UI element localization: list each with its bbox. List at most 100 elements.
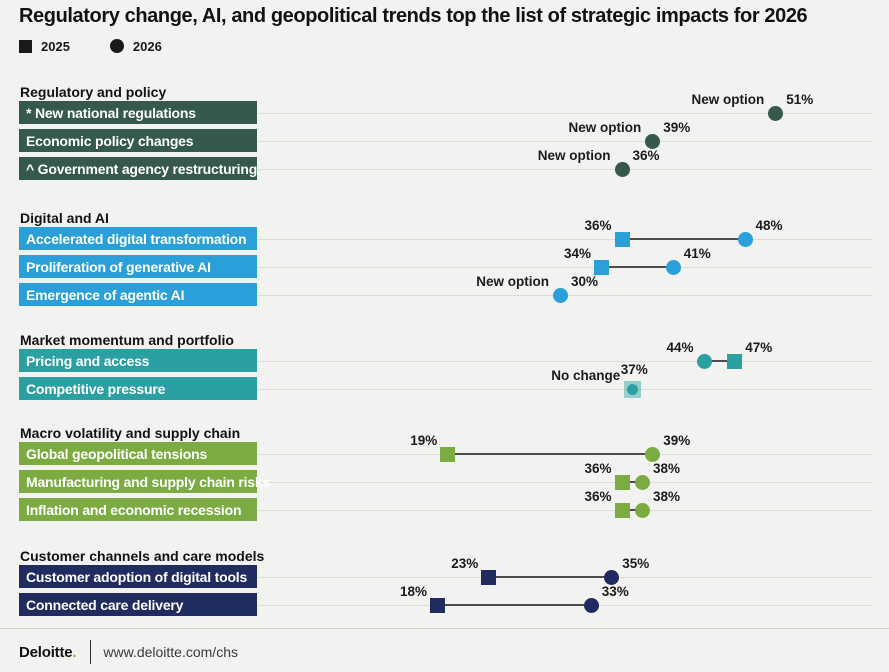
value-label: 44% bbox=[666, 340, 694, 355]
connector-line bbox=[601, 266, 674, 268]
section-header: Digital and AI bbox=[20, 210, 109, 226]
category-bar: Proliferation of generative AI bbox=[19, 255, 257, 278]
value-label: 36% bbox=[584, 218, 612, 233]
marker-circle-2026 bbox=[635, 502, 650, 518]
brand-logo: Deloitte. bbox=[19, 643, 77, 661]
connector-line bbox=[622, 509, 643, 511]
value-label: 33% bbox=[601, 584, 629, 599]
category-bar: Accelerated digital transformation bbox=[19, 227, 257, 250]
category-label: Emergence of agentic AI bbox=[26, 286, 185, 303]
legend-item-2025: 2025 bbox=[19, 39, 70, 54]
legend-label-2026: 2026 bbox=[132, 38, 162, 54]
value-label: 36% bbox=[632, 148, 660, 163]
marker-square-2025 bbox=[430, 597, 445, 613]
category-bar: ^ Government agency restructuring bbox=[19, 157, 257, 180]
note-label: New option bbox=[568, 120, 642, 135]
category-label: Proliferation of generative AI bbox=[26, 258, 211, 275]
marker-circle-2026 bbox=[635, 474, 650, 490]
legend-square-icon bbox=[19, 39, 32, 53]
page-title: Regulatory change, AI, and geopolitical … bbox=[19, 5, 808, 27]
marker-square-2025 bbox=[727, 353, 743, 369]
value-label: 39% bbox=[663, 120, 691, 135]
marker-circle-2026 bbox=[665, 259, 681, 275]
connector-line bbox=[488, 576, 612, 578]
category-bar: Inflation and economic recession bbox=[19, 498, 257, 521]
value-label: 51% bbox=[786, 92, 814, 107]
value-label: 36% bbox=[584, 489, 612, 504]
value-label: 34% bbox=[563, 246, 591, 261]
category-label: Competitive pressure bbox=[26, 380, 166, 397]
legend-label-2025: 2025 bbox=[41, 38, 70, 54]
section-header: Customer channels and care models bbox=[20, 548, 265, 564]
marker-circle-2026 bbox=[696, 353, 712, 369]
marker-circle-2026 bbox=[768, 105, 784, 121]
footer-divider bbox=[0, 628, 889, 629]
category-label: Inflation and economic recession bbox=[26, 501, 242, 518]
value-label: 19% bbox=[410, 433, 438, 448]
footer-url: www.deloitte.com/chs bbox=[103, 644, 238, 660]
note-label: New option bbox=[691, 92, 765, 107]
row-gridline bbox=[258, 141, 872, 142]
legend-item-2026: 2026 bbox=[109, 38, 162, 54]
connector-line bbox=[622, 238, 745, 240]
value-label: 38% bbox=[653, 489, 681, 504]
marker-square-2025 bbox=[440, 446, 456, 462]
brand-dot: . bbox=[72, 643, 77, 661]
row-gridline bbox=[258, 510, 872, 511]
category-bar: Manufacturing and supply chain risks bbox=[19, 470, 270, 493]
marker-overlap-circle-2026 bbox=[626, 383, 638, 395]
row-gridline bbox=[258, 482, 872, 483]
category-bar: Emergence of agentic AI bbox=[19, 283, 257, 306]
row-gridline bbox=[258, 239, 872, 240]
category-bar: Connected care delivery bbox=[19, 593, 257, 616]
value-label: 18% bbox=[399, 584, 427, 599]
marker-square-2025 bbox=[614, 502, 630, 518]
category-label: Manufacturing and supply chain risks bbox=[26, 473, 271, 490]
value-label: 36% bbox=[584, 461, 612, 476]
connector-line bbox=[447, 453, 653, 455]
category-bar: Customer adoption of digital tools bbox=[19, 565, 257, 588]
marker-circle-2026 bbox=[604, 569, 620, 585]
connector-line bbox=[704, 360, 735, 362]
category-label: Pricing and access bbox=[26, 352, 150, 369]
marker-square-2025 bbox=[594, 259, 609, 275]
brand-divider bbox=[90, 640, 92, 664]
note-label: New option bbox=[476, 274, 549, 289]
section-header: Macro volatility and supply chain bbox=[20, 425, 241, 441]
marker-circle-2026 bbox=[645, 133, 661, 149]
row-gridline bbox=[258, 169, 872, 170]
marker-circle-2026 bbox=[553, 287, 568, 303]
category-bar: * New national regulations bbox=[19, 101, 257, 124]
value-label: 23% bbox=[451, 556, 479, 571]
value-label: 39% bbox=[663, 433, 691, 448]
category-label: ^ Government agency restructuring bbox=[26, 160, 258, 177]
value-label: 41% bbox=[683, 246, 711, 261]
legend: 2025 2026 bbox=[19, 38, 162, 54]
marker-square-2025 bbox=[481, 569, 497, 585]
category-label: Connected care delivery bbox=[26, 596, 184, 613]
row-gridline bbox=[258, 389, 872, 390]
marker-square-2025 bbox=[614, 474, 630, 490]
value-label: 37% bbox=[620, 362, 648, 377]
value-label: 47% bbox=[745, 340, 773, 355]
footer: Deloitte. www.deloitte.com/chs bbox=[19, 638, 238, 666]
legend-circle-icon bbox=[109, 39, 124, 53]
section-header: Regulatory and policy bbox=[20, 84, 167, 100]
row-gridline bbox=[258, 361, 872, 362]
category-label: * New national regulations bbox=[26, 104, 196, 121]
value-label: 38% bbox=[653, 461, 681, 476]
connector-line bbox=[437, 604, 592, 606]
value-label: 35% bbox=[622, 556, 650, 571]
category-bar: Pricing and access bbox=[19, 349, 257, 372]
marker-circle-2026 bbox=[737, 231, 753, 247]
row-gridline bbox=[258, 267, 872, 268]
marker-circle-2026 bbox=[645, 446, 661, 462]
row-gridline bbox=[258, 113, 872, 114]
category-bar: Competitive pressure bbox=[19, 377, 257, 400]
category-label: Accelerated digital transformation bbox=[26, 230, 247, 247]
category-label: Economic policy changes bbox=[26, 132, 194, 149]
note-label: No change bbox=[551, 368, 621, 383]
category-bar: Economic policy changes bbox=[19, 129, 257, 152]
category-label: Customer adoption of digital tools bbox=[26, 568, 248, 585]
